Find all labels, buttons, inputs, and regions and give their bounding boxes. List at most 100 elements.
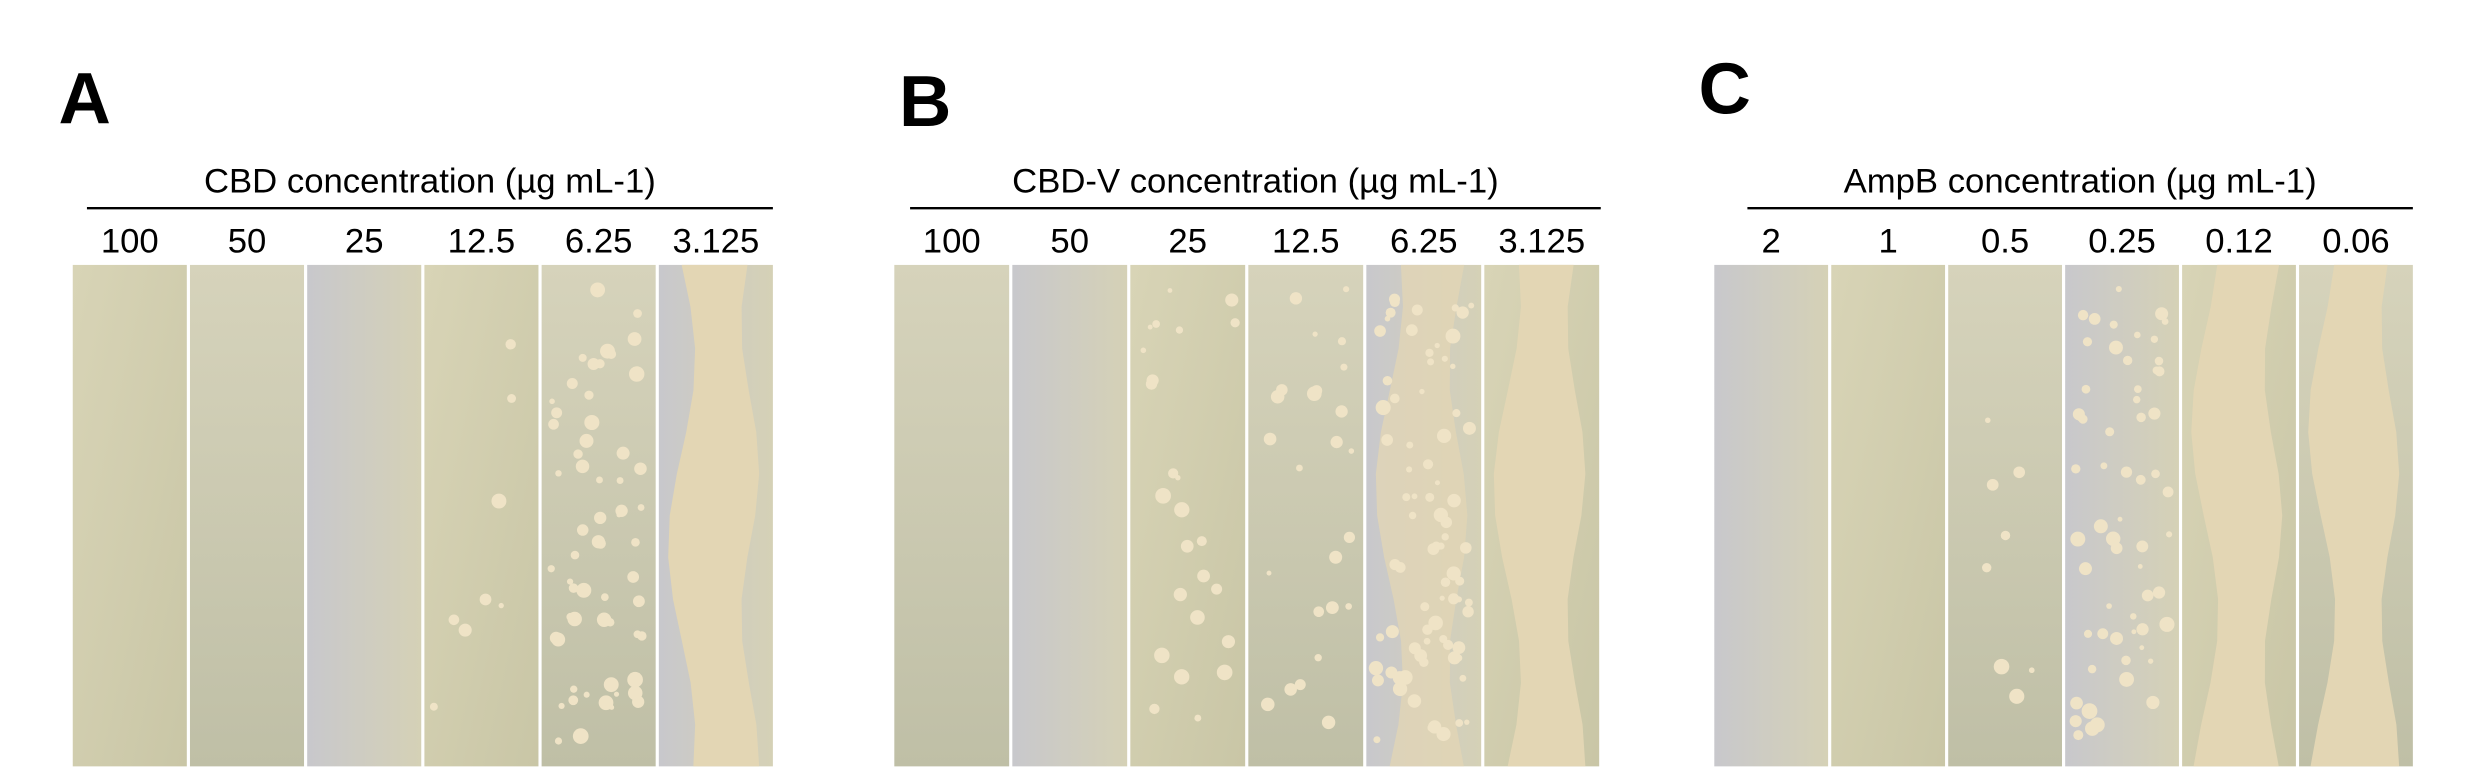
colony bbox=[1263, 432, 1277, 446]
colony bbox=[566, 377, 578, 389]
colony bbox=[1373, 736, 1381, 744]
colony bbox=[1314, 654, 1322, 662]
colony bbox=[2152, 586, 2166, 599]
colony bbox=[572, 728, 589, 744]
colony bbox=[576, 582, 592, 598]
colony bbox=[634, 462, 647, 476]
colony bbox=[1425, 492, 1435, 502]
colony bbox=[1381, 434, 1394, 446]
colony bbox=[2120, 466, 2133, 478]
colony bbox=[1464, 719, 1470, 725]
colony bbox=[458, 623, 472, 637]
colony bbox=[2135, 474, 2146, 485]
colony bbox=[1456, 306, 1469, 319]
colony bbox=[1459, 674, 1467, 682]
colony bbox=[2078, 562, 2092, 576]
colony bbox=[633, 309, 642, 318]
colony bbox=[2119, 672, 2135, 687]
colony bbox=[1312, 331, 1318, 337]
colony bbox=[2000, 530, 2011, 541]
colony bbox=[2106, 603, 2112, 609]
colony bbox=[1348, 448, 1355, 454]
colony bbox=[1375, 633, 1385, 642]
colony bbox=[628, 366, 645, 382]
colony bbox=[2070, 531, 2086, 547]
colony bbox=[1431, 541, 1442, 552]
colony bbox=[1194, 714, 1202, 722]
colony bbox=[570, 685, 578, 693]
colony bbox=[1402, 493, 1411, 502]
colony bbox=[2121, 655, 2131, 666]
colony bbox=[627, 671, 643, 688]
colony bbox=[1405, 324, 1418, 336]
concentration-label: 100 bbox=[923, 222, 981, 260]
panel-title: CBD concentration (µg mL-1) bbox=[204, 162, 656, 200]
concentration-label: 0.25 bbox=[2088, 222, 2156, 260]
colony bbox=[1439, 595, 1445, 601]
concentration-label: 1 bbox=[1879, 222, 1898, 260]
colony bbox=[1455, 654, 1463, 662]
colony bbox=[590, 282, 606, 298]
colony bbox=[1211, 583, 1223, 595]
colony bbox=[1311, 385, 1323, 397]
colony bbox=[627, 571, 640, 583]
colony bbox=[578, 353, 587, 362]
colony bbox=[1392, 681, 1408, 697]
colony bbox=[1321, 715, 1336, 730]
strip-background bbox=[2065, 264, 2179, 767]
growth-streak bbox=[2191, 264, 2283, 767]
concentration-label: 6.25 bbox=[1390, 222, 1458, 260]
colony bbox=[2133, 385, 2142, 394]
colony bbox=[1462, 421, 1476, 435]
colony bbox=[2109, 320, 2118, 329]
colony bbox=[1440, 577, 1451, 588]
colony bbox=[2136, 540, 2149, 553]
plate-strip bbox=[894, 264, 1010, 767]
plate-strip bbox=[1948, 264, 2063, 767]
concentration-label: 12.5 bbox=[448, 222, 516, 260]
colony bbox=[1407, 694, 1422, 708]
colony bbox=[1397, 670, 1413, 685]
plate-strip bbox=[2182, 264, 2296, 767]
colony bbox=[479, 593, 492, 606]
colony bbox=[1464, 598, 1473, 607]
colony bbox=[2150, 335, 2159, 343]
colony bbox=[1406, 466, 1413, 473]
colony bbox=[2100, 462, 2108, 470]
colony bbox=[566, 612, 575, 621]
colony bbox=[1411, 493, 1418, 500]
colony bbox=[2071, 464, 2081, 474]
colony bbox=[1450, 363, 1456, 370]
colony bbox=[1441, 355, 1448, 362]
colony bbox=[2028, 667, 2035, 674]
colony bbox=[1985, 417, 1991, 424]
colony bbox=[2134, 331, 2141, 339]
colony bbox=[547, 565, 555, 573]
strip-background bbox=[1130, 264, 1246, 767]
concentration-label: 12.5 bbox=[1272, 222, 1340, 260]
colony bbox=[2069, 715, 2082, 728]
growth-streak bbox=[668, 264, 760, 767]
colony bbox=[1389, 393, 1400, 404]
plate-strip bbox=[1012, 264, 1128, 767]
colony bbox=[2162, 486, 2174, 498]
strip-background bbox=[72, 264, 187, 767]
colony bbox=[1375, 399, 1391, 416]
colony bbox=[583, 691, 590, 698]
concentration-label: 25 bbox=[1168, 222, 1207, 260]
colony bbox=[2131, 629, 2137, 635]
plate-strip bbox=[1714, 264, 1829, 767]
colony bbox=[2009, 688, 2025, 704]
colony bbox=[2154, 356, 2164, 366]
colony bbox=[554, 737, 563, 745]
colony bbox=[568, 695, 579, 706]
colony bbox=[570, 550, 580, 560]
colony bbox=[549, 398, 555, 405]
colony bbox=[2073, 730, 2084, 741]
colony bbox=[505, 339, 516, 350]
colony bbox=[2077, 309, 2089, 321]
colony bbox=[1368, 660, 1384, 676]
colony bbox=[1459, 542, 1472, 554]
colony bbox=[637, 504, 645, 511]
